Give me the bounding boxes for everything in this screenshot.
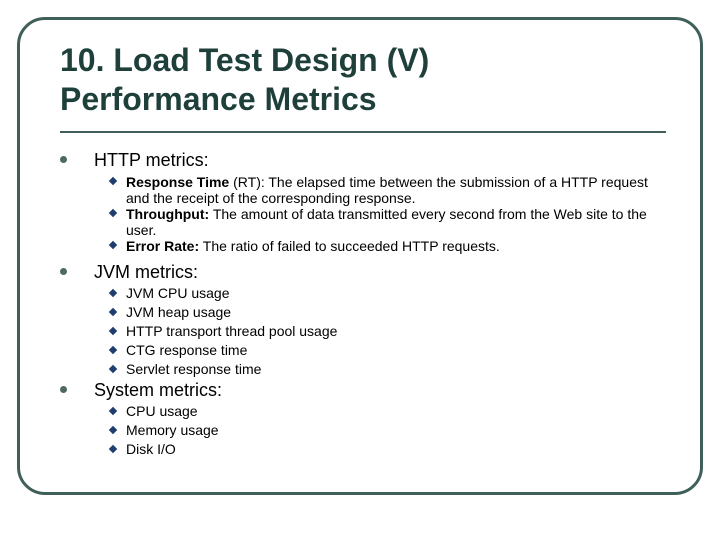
item-text: JVM heap usage [126, 304, 232, 320]
section-heading: HTTP metrics: [60, 148, 656, 172]
item-text: JVM CPU usage [126, 285, 230, 301]
diamond-bullet-icon [108, 364, 118, 374]
diamond-bullet-icon [108, 326, 118, 336]
heading-label: JVM metrics: [94, 262, 199, 282]
item-text: Disk I/O [126, 441, 176, 457]
item-text: CTG response time [126, 342, 248, 358]
jvm-metrics-list: JVM CPU usage JVM heap usage HTTP transp… [60, 284, 656, 379]
diamond-bullet-icon [108, 425, 118, 435]
list-item: JVM heap usage [60, 303, 656, 322]
item-term: Error Rate: [126, 238, 200, 254]
item-text: CPU usage [126, 403, 198, 419]
diamond-bullet-icon [108, 288, 118, 298]
item-term: Response Time [126, 174, 230, 190]
list-item: Disk I/O [60, 440, 656, 459]
list-item: JVM CPU usage [60, 284, 656, 303]
section-jvm-metrics: JVM metrics: JVM CPU usage JVM heap usag… [60, 260, 656, 379]
diamond-bullet-icon [108, 345, 118, 355]
section-system-metrics: System metrics: CPU usage Memory usage D… [60, 378, 656, 459]
list-item: Error Rate: The ratio of failed to succe… [60, 238, 656, 254]
item-text: Memory usage [126, 422, 219, 438]
list-item: CPU usage [60, 402, 656, 421]
item-text: The ratio of failed to succeeded HTTP re… [199, 238, 500, 254]
list-item: Memory usage [60, 421, 656, 440]
item-term: Throughput: [126, 206, 210, 222]
diamond-bullet-icon [108, 240, 118, 250]
list-item: Servlet response time [60, 360, 656, 379]
list-item: CTG response time [60, 341, 656, 360]
diamond-bullet-icon [108, 176, 118, 186]
heading-label: HTTP metrics: [94, 150, 209, 170]
item-text: The amount of data transmitted every sec… [126, 206, 647, 238]
list-item: HTTP transport thread pool usage [60, 322, 656, 341]
system-metrics-list: CPU usage Memory usage Disk I/O [60, 402, 656, 459]
list-item: Throughput: The amount of data transmitt… [60, 206, 656, 238]
bullet-dot-icon [60, 156, 67, 163]
diamond-bullet-icon [108, 307, 118, 317]
heading-label: System metrics: [94, 380, 223, 400]
diamond-bullet-icon [108, 444, 118, 454]
section-heading: System metrics: [60, 378, 656, 402]
item-text: (RT): The elapsed time between the submi… [126, 174, 648, 206]
bullet-dot-icon [60, 268, 67, 275]
http-metrics-list: Response Time (RT): The elapsed time bet… [60, 174, 656, 254]
diamond-bullet-icon [108, 208, 118, 218]
item-text: HTTP transport thread pool usage [126, 323, 338, 339]
title-line-1: 10. Load Test Design (V) [60, 42, 430, 78]
diamond-bullet-icon [108, 406, 118, 416]
section-heading: JVM metrics: [60, 260, 656, 284]
bullet-dot-icon [60, 386, 67, 393]
title-line-2: Performance Metrics [60, 81, 377, 117]
section-http-metrics: HTTP metrics: Response Time (RT): The el… [60, 148, 656, 254]
slide-frame [17, 17, 703, 495]
list-item: Response Time (RT): The elapsed time bet… [60, 174, 656, 206]
slide-title: 10. Load Test Design (V) Performance Met… [60, 41, 429, 119]
item-text: Servlet response time [126, 361, 262, 377]
title-divider [60, 131, 666, 133]
